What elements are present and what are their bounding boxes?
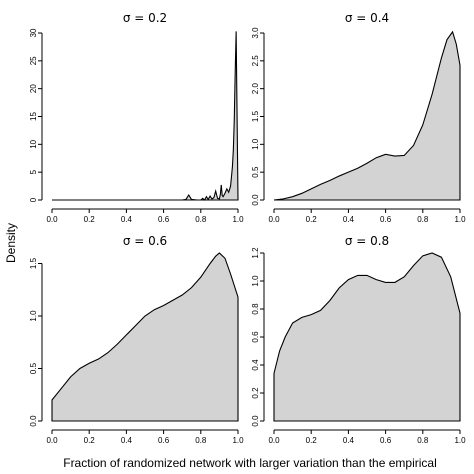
density-area bbox=[273, 252, 461, 422]
y-tick-label: 0.4 bbox=[251, 359, 260, 371]
y-tick-label: 20 bbox=[29, 84, 38, 93]
x-tick-label: 0.2 bbox=[84, 215, 96, 224]
x-axis-label: Fraction of randomized network with larg… bbox=[63, 456, 437, 470]
x-tick-label: 0.6 bbox=[380, 436, 392, 445]
density-area bbox=[273, 30, 461, 201]
density-area bbox=[52, 31, 239, 201]
y-tick-label: 1.5 bbox=[251, 110, 260, 122]
x-tick-label: 0.6 bbox=[158, 215, 170, 224]
density-panel-4: σ = 0.8 0.0 0.2 0.4 0.6 0.8 1.0 0.0 0.2 0.4 0.6 0.8… bbox=[251, 234, 466, 445]
y-tick-label: 0.0 bbox=[29, 415, 38, 427]
y-tick-label: 0.6 bbox=[251, 331, 260, 343]
y-tick-label: 2.5 bbox=[251, 55, 260, 67]
panel-title: σ = 0.4 bbox=[345, 11, 389, 25]
x-tick-label: 0.0 bbox=[268, 215, 280, 224]
x-tick-label: 0.2 bbox=[306, 436, 318, 445]
y-tick-label: 1.0 bbox=[29, 310, 38, 322]
y-tick-label: 5 bbox=[29, 169, 38, 174]
density-panel-3: σ = 0.6 0.0 0.2 0.4 0.6 0.8 1.0 0.0 0.5 1.0 1.5 bbox=[29, 234, 244, 445]
y-tick-label: 1.2 bbox=[251, 247, 260, 259]
x-tick-label: 0.0 bbox=[268, 436, 280, 445]
x-tick-label: 0.6 bbox=[158, 436, 170, 445]
x-tick-label: 0.8 bbox=[195, 436, 207, 445]
y-tick-label: 3.0 bbox=[251, 27, 260, 39]
y-axis-label: Density bbox=[4, 223, 18, 263]
x-tick-label: 0.8 bbox=[195, 215, 207, 224]
y-tick-label: 0.5 bbox=[251, 166, 260, 178]
y-tick-label: 0.2 bbox=[251, 387, 260, 399]
x-tick-label: 0.8 bbox=[417, 215, 429, 224]
y-tick-label: 0.0 bbox=[251, 194, 260, 206]
density-panel-2: σ = 0.4 0.0 0.2 0.4 0.6 0.8 1.0 0.0 0.5 1.0 1.5 2.0… bbox=[251, 11, 466, 224]
y-tick-label: 0.8 bbox=[251, 303, 260, 315]
x-tick-label: 0.4 bbox=[343, 436, 355, 445]
x-tick-label: 0.4 bbox=[121, 436, 133, 445]
x-tick-label: 1.0 bbox=[232, 436, 244, 445]
y-tick-label: 0.0 bbox=[251, 415, 260, 427]
y-tick-label: 1.0 bbox=[251, 138, 260, 150]
y-tick-label: 30 bbox=[29, 28, 38, 37]
panel-title: σ = 0.2 bbox=[123, 11, 167, 25]
y-tick-label: 25 bbox=[29, 56, 38, 65]
x-tick-label: 0.6 bbox=[380, 215, 392, 224]
y-tick-label: 1.0 bbox=[251, 275, 260, 287]
x-tick-label: 0.4 bbox=[343, 215, 355, 224]
density-area bbox=[51, 252, 239, 422]
y-tick-label: 1.5 bbox=[29, 257, 38, 269]
y-tick-label: 10 bbox=[29, 139, 38, 148]
x-tick-label: 1.0 bbox=[454, 215, 466, 224]
y-tick-label: 2.0 bbox=[251, 83, 260, 95]
x-tick-label: 0.0 bbox=[46, 215, 58, 224]
y-tick-label: 0.5 bbox=[29, 362, 38, 374]
x-tick-label: 1.0 bbox=[454, 436, 466, 445]
x-tick-label: 0.8 bbox=[417, 436, 429, 445]
x-tick-label: 0.2 bbox=[84, 436, 96, 445]
y-tick-label: 0 bbox=[29, 197, 38, 202]
x-tick-label: 1.0 bbox=[232, 215, 244, 224]
panel-title: σ = 0.8 bbox=[345, 234, 389, 248]
x-tick-label: 0.4 bbox=[121, 215, 133, 224]
x-tick-label: 0.2 bbox=[306, 215, 318, 224]
density-panel-1: σ = 0.2 0.0 0.2 0.4 0.6 0.8 1.0 0 5 10 15 20 25 30 bbox=[29, 11, 244, 224]
panel-title: σ = 0.6 bbox=[123, 234, 167, 248]
y-tick-label: 15 bbox=[29, 112, 38, 121]
x-tick-label: 0.0 bbox=[46, 436, 58, 445]
